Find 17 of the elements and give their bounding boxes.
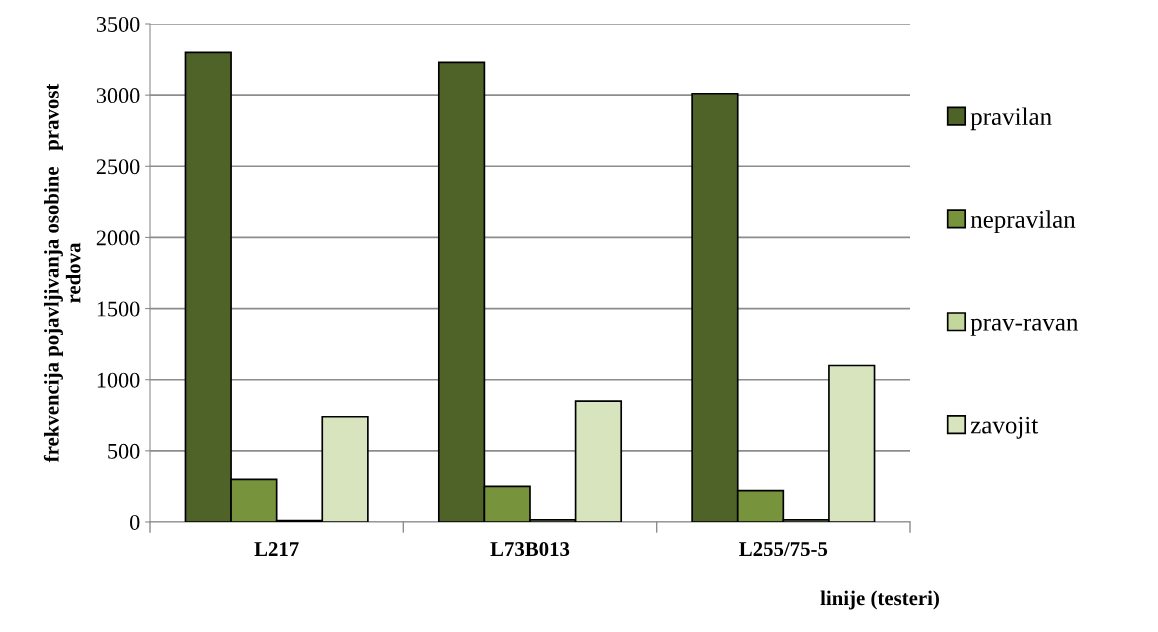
x-axis-title: linije (testeri) xyxy=(820,590,939,610)
y-tick-label: 3000 xyxy=(96,88,140,104)
y-tick-label: 1000 xyxy=(97,372,140,388)
x-tick-label: L73B013 xyxy=(490,542,570,557)
x-tick-label: L217 xyxy=(254,542,299,556)
legend-label: prav-ravan xyxy=(970,318,1079,336)
y-tick-label: 500 xyxy=(108,443,140,459)
x-tick-label: L255/75-5 xyxy=(739,542,828,557)
y-axis-title: frekvencija pojavljivanja osobine pravost redova xyxy=(43,83,81,463)
y-tick-label: 0 xyxy=(130,514,140,530)
legend-label: zavojit xyxy=(970,416,1039,439)
legend-label: pravilan xyxy=(970,107,1052,131)
y-tick-label: 2000 xyxy=(96,230,140,246)
y-tick-label: 1500 xyxy=(97,301,140,317)
legend-label: nepravilan xyxy=(970,210,1076,233)
y-tick-label: 3500 xyxy=(96,16,140,32)
y-tick-label: 2500 xyxy=(96,159,140,175)
